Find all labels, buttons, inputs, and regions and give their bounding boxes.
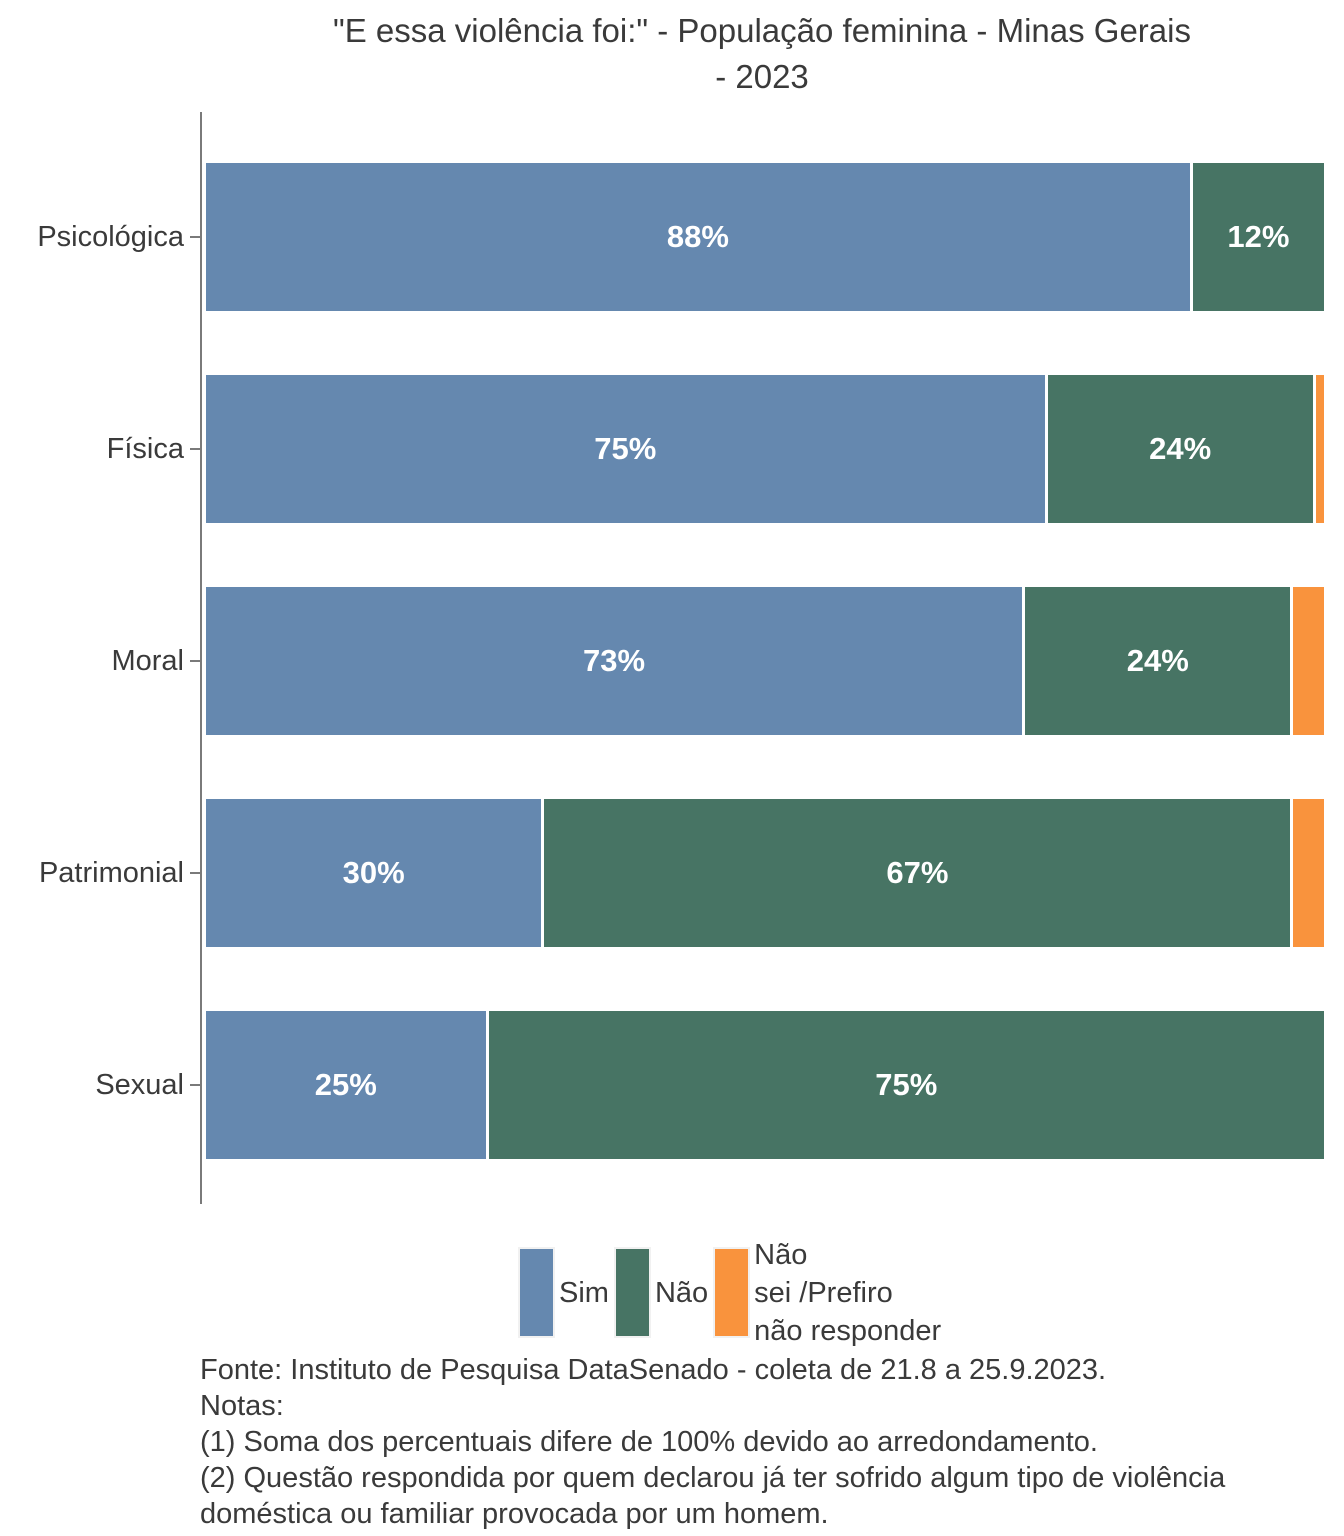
- chart-title-line-2: - 2023: [715, 58, 809, 95]
- segment-nao-psicologica: 12%: [1189, 163, 1324, 311]
- segment-sim-patrimonial: 30%: [206, 799, 542, 947]
- axis-tick-sexual: [190, 1084, 200, 1086]
- segment-nao-sei-prefiro-nao-responder-patrimonial: [1290, 799, 1324, 947]
- footer-line-4: (2) Questão respondida por quem declarou…: [200, 1462, 1226, 1494]
- segment-sim-moral: 73%: [206, 587, 1023, 735]
- segment-sim-fisica: 75%: [206, 375, 1045, 523]
- value-label-sim-fisica: 75%: [594, 431, 657, 466]
- axis-tick-fisica: [190, 448, 200, 450]
- category-label-patrimonial: Patrimonial: [38, 856, 184, 889]
- value-label-sim-patrimonial: 30%: [342, 855, 405, 890]
- footer-line-3: (1) Soma dos percentuais difere de 100% …: [200, 1426, 1098, 1458]
- bar-row-patrimonial: 30% 67%: [206, 799, 1324, 947]
- segment-nao-patrimonial: 67%: [541, 799, 1291, 947]
- footer-line-2: Notas:: [200, 1390, 284, 1422]
- category-label-sexual: Sexual: [95, 1068, 184, 1101]
- legend-label-nao: Não: [654, 1276, 709, 1309]
- bar-row-sexual: 25% 75%: [206, 1011, 1324, 1159]
- legend-swatch-nao: [713, 1247, 751, 1338]
- axis-tick-psicologica: [190, 236, 200, 238]
- segment-nao-sexual: 75%: [485, 1011, 1324, 1159]
- legend: Sim Não Não sei /Prefiro não responder: [518, 1239, 946, 1347]
- value-label-sim-sexual: 25%: [314, 1067, 377, 1102]
- value-label-nao-psicologica: 12%: [1227, 219, 1290, 254]
- footer-line-1: Fonte: Instituto de Pesquisa DataSenado …: [200, 1354, 1107, 1386]
- category-label-fisica: Física: [106, 432, 184, 465]
- category-label-moral: Moral: [111, 644, 184, 677]
- value-label-nao-fisica: 24%: [1149, 431, 1212, 466]
- legend-label-sim: Sim: [559, 1276, 609, 1309]
- bar-row-psicologica: 88% 12%: [206, 163, 1324, 311]
- footer-notes: Fonte: Instituto de Pesquisa DataSenado …: [200, 1352, 1330, 1532]
- axis-tick-moral: [190, 660, 200, 662]
- legend-swatch-nao: [613, 1247, 651, 1338]
- category-label-psicologica: Psicológica: [37, 220, 184, 253]
- segment-sim-psicologica: 88%: [206, 163, 1190, 311]
- segment-nao-fisica: 24%: [1044, 375, 1313, 523]
- axis-tick-patrimonial: [190, 872, 200, 874]
- y-axis-line: [200, 112, 202, 1204]
- segment-nao-moral: 24%: [1022, 587, 1291, 735]
- chart-title-line-1: "E essa violência foi:" - População femi…: [333, 12, 1191, 49]
- value-label-nao-sexual: 75%: [875, 1067, 938, 1102]
- bar-row-moral: 73% 24%: [206, 587, 1324, 735]
- value-label-sim-moral: 73%: [583, 643, 646, 678]
- segment-nao-sei-prefiro-nao-responder-moral: [1290, 587, 1324, 735]
- legend-label-nao: Não sei /Prefiro não responder: [754, 1238, 942, 1347]
- footer-line-5: doméstica ou familiar provocada por um h…: [200, 1498, 829, 1530]
- segment-sim-sexual: 25%: [206, 1011, 486, 1159]
- plot-area: 88% 12% 75% 24% 73% 24% 30% 67% 25% 75%: [200, 112, 1324, 1204]
- value-label-nao-moral: 24%: [1126, 643, 1189, 678]
- value-label-sim-psicologica: 88%: [666, 219, 729, 254]
- bar-row-fisica: 75% 24%: [206, 375, 1324, 523]
- legend-swatch-sim: [518, 1247, 555, 1338]
- chart-title: "E essa violência foi:" - População femi…: [200, 8, 1324, 100]
- value-label-nao-patrimonial: 67%: [886, 855, 949, 890]
- segment-nao-sei-prefiro-nao-responder-fisica: [1312, 375, 1324, 523]
